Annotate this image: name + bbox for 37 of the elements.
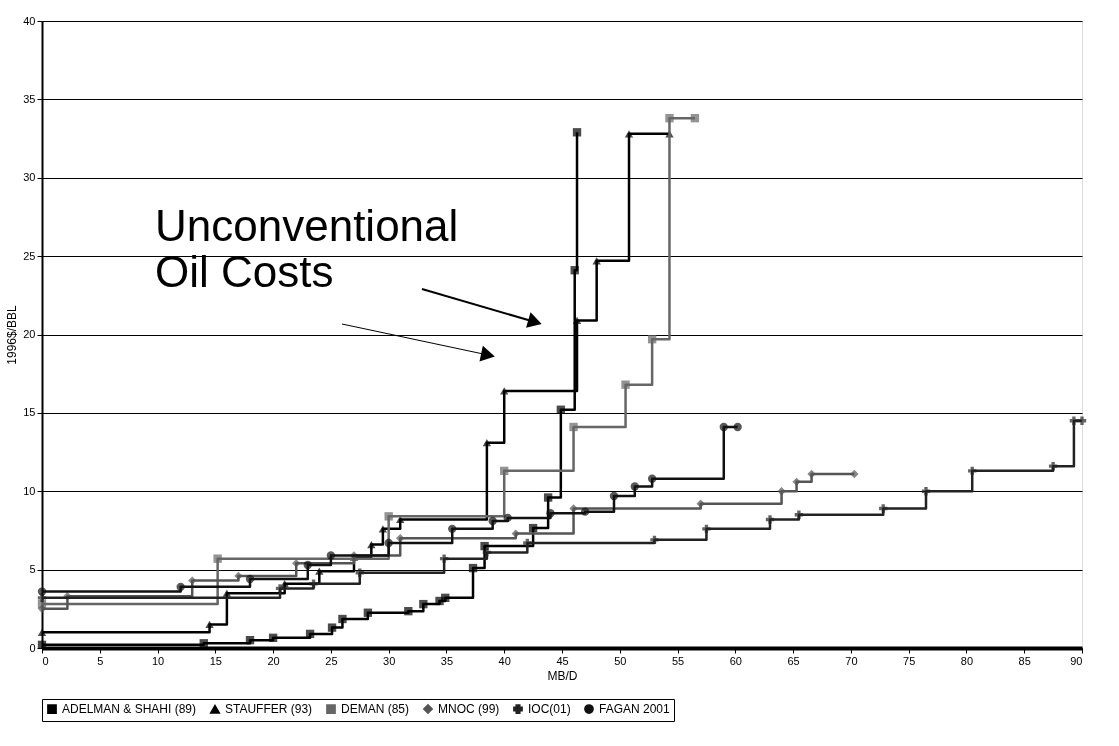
x-tick-label: 65 [787, 654, 800, 667]
x-tick-label: 55 [671, 654, 685, 667]
legend-label: ADELMAN & SHAHI (89) [62, 702, 197, 717]
y-tick-label: 0 [29, 641, 36, 654]
y-tick-label: 40 [23, 14, 36, 27]
y-tick-label: 5 [29, 563, 36, 576]
x-tick-label: 20 [267, 654, 280, 667]
x-tick-label: 35 [440, 654, 454, 667]
x-tick-label: 30 [383, 654, 396, 667]
x-tick-label: 25 [325, 654, 338, 667]
x-tick-label: 60 [729, 654, 742, 667]
y-tick-label: 10 [23, 484, 36, 497]
x-tick-label: 85 [1018, 654, 1031, 667]
y-tick-label: 35 [23, 92, 36, 105]
annotation: Unconventional Oil Costs [155, 201, 459, 296]
x-tick-label: 45 [556, 654, 569, 667]
legend-label: STAUFFER (93) [225, 702, 313, 717]
x-tick-label: 10 [151, 654, 165, 667]
x-tick-label: 0 [42, 654, 49, 667]
x-tick-label: 90 [1070, 654, 1083, 667]
legend-label: FAGAN 2001 [599, 702, 671, 717]
x-tick-label: 75 [903, 654, 916, 667]
x-tick-label: 15 [209, 654, 222, 667]
x-axis-title: MB/D [547, 668, 578, 683]
x-tick-label: 70 [845, 654, 858, 667]
legend-label: DEMAN (85) [341, 702, 410, 717]
legend-label: IOC(01) [528, 702, 571, 717]
legend-label: MNOC (99) [438, 702, 500, 717]
x-tick-label: 50 [614, 654, 627, 667]
y-axis-title: 1996$/BBL [5, 304, 20, 365]
y-tick-label: 30 [23, 171, 36, 184]
y-tick-label: 20 [23, 328, 36, 340]
x-tick-label: 40 [498, 654, 511, 667]
x-tick-label: 80 [960, 654, 974, 667]
y-tick-label: 25 [23, 249, 36, 262]
x-tick-label: 5 [97, 654, 104, 667]
y-tick-label: 15 [23, 406, 36, 419]
